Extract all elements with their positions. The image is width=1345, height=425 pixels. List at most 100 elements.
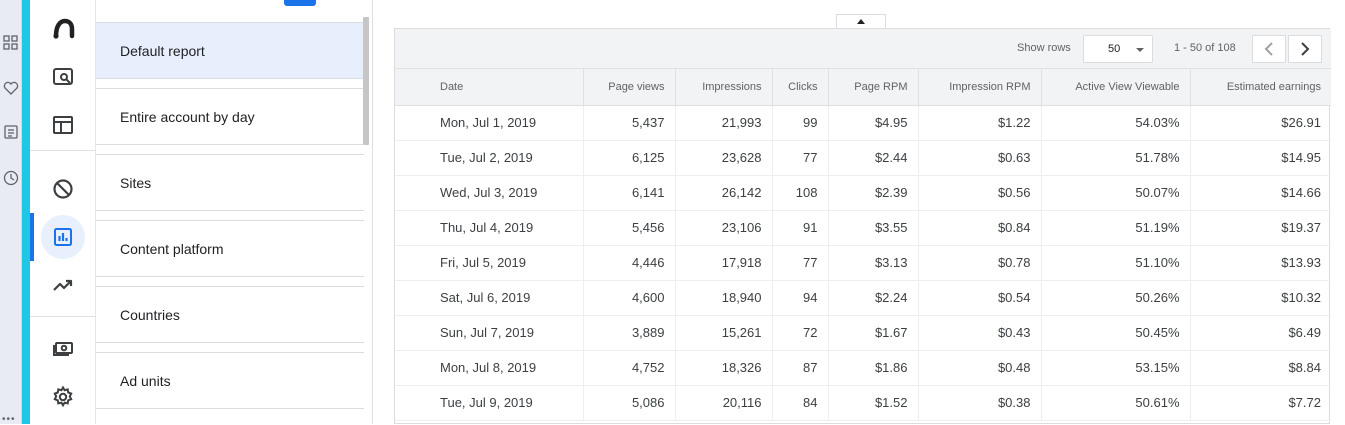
table-row[interactable]: Fri, Jul 5, 2019 4,446 17,918 77 $3.13 $0.78 5… <box>395 245 1331 281</box>
cell-page-views: 5,456 <box>583 210 676 246</box>
cell-estimated-earnings: $26.91 <box>1190 105 1331 141</box>
column-header-page-views[interactable]: Page views <box>583 69 676 106</box>
earnings-table: Date Page views Impressions Clicks Page … <box>395 69 1331 421</box>
column-header-active-view-viewable[interactable]: Active View Viewable <box>1041 69 1191 106</box>
optimization-trending-icon[interactable] <box>45 267 81 303</box>
report-item-sites[interactable]: Sites <box>96 154 364 211</box>
cell-estimated-earnings: $7.72 <box>1190 385 1331 421</box>
document-icon[interactable] <box>2 123 20 141</box>
payments-icon[interactable] <box>45 330 81 366</box>
report-item-default[interactable]: Default report <box>96 22 364 79</box>
column-header-estimated-earnings[interactable]: Estimated earnings <box>1190 69 1331 106</box>
cell-impression-rpm: $0.56 <box>918 175 1042 211</box>
adsense-logo-icon[interactable] <box>45 11 81 47</box>
cell-estimated-earnings: $8.84 <box>1190 350 1331 386</box>
active-nav-indicator <box>30 213 34 261</box>
table-body: Mon, Jul 1, 2019 5,437 21,993 99 $4.95 $1.22 5… <box>395 105 1331 421</box>
cell-page-views: 4,446 <box>583 245 676 281</box>
table-toolbar: Show rows 50 1 - 50 of 108 <box>395 29 1331 69</box>
settings-gear-icon[interactable] <box>45 379 81 415</box>
cell-date: Mon, Jul 1, 2019 <box>395 105 584 141</box>
cell-impression-rpm: $0.78 <box>918 245 1042 281</box>
column-header-impression-rpm[interactable]: Impression RPM <box>918 69 1042 106</box>
search-reports-icon[interactable] <box>45 59 81 95</box>
blocking-controls-icon[interactable] <box>45 171 81 207</box>
table-row[interactable]: Wed, Jul 3, 2019 6,141 26,142 108 $2.39 $0.56… <box>395 175 1331 211</box>
cell-clicks: 108 <box>772 175 829 211</box>
cell-date: Thu, Jul 4, 2019 <box>395 210 584 246</box>
next-page-button[interactable] <box>1288 35 1322 63</box>
cell-impressions: 23,106 <box>675 210 773 246</box>
table-row[interactable]: Tue, Jul 9, 2019 5,086 20,116 84 $1.52 $0.38 5… <box>395 385 1331 421</box>
cell-clicks: 94 <box>772 280 829 316</box>
cell-clicks: 72 <box>772 315 829 351</box>
cell-impressions: 18,940 <box>675 280 773 316</box>
collapse-chart-button[interactable] <box>836 14 886 28</box>
cell-clicks: 99 <box>772 105 829 141</box>
nav-divider <box>30 150 96 151</box>
cell-impression-rpm: $0.43 <box>918 315 1042 351</box>
cell-page-views: 3,889 <box>583 315 676 351</box>
nav-divider <box>30 316 96 317</box>
cell-page-views: 5,437 <box>583 105 676 141</box>
previous-page-button[interactable] <box>1252 35 1286 63</box>
report-item-content-platform[interactable]: Content platform <box>96 220 364 277</box>
cell-impressions: 17,918 <box>675 245 773 281</box>
cell-estimated-earnings: $19.37 <box>1190 210 1331 246</box>
cell-impression-rpm: $0.63 <box>918 140 1042 176</box>
cell-active-view-viewable: 54.03% <box>1041 105 1191 141</box>
report-item-countries[interactable]: Countries <box>96 286 364 343</box>
caret-up-icon <box>857 19 865 24</box>
report-list-scrollbar[interactable] <box>363 17 369 145</box>
cell-estimated-earnings: $10.32 <box>1190 280 1331 316</box>
column-header-clicks[interactable]: Clicks <box>772 69 829 106</box>
cell-active-view-viewable: 50.61% <box>1041 385 1191 421</box>
cell-clicks: 87 <box>772 350 829 386</box>
report-table-card: Show rows 50 1 - 50 of 108 Date Page vie… <box>394 28 1331 424</box>
cell-impressions: 21,993 <box>675 105 773 141</box>
chevron-left-icon <box>1264 42 1273 56</box>
chevron-right-icon <box>1301 42 1310 56</box>
rows-per-page-select[interactable]: 50 <box>1083 35 1153 63</box>
report-item-ad-units[interactable]: Ad units <box>96 352 364 409</box>
table-row[interactable]: Tue, Jul 2, 2019 6,125 23,628 77 $2.44 $0.63 5… <box>395 140 1331 176</box>
table-row[interactable]: Sun, Jul 7, 2019 3,889 15,261 72 $1.67 $0.43 5… <box>395 315 1331 351</box>
cell-impressions: 26,142 <box>675 175 773 211</box>
column-header-page-rpm[interactable]: Page RPM <box>828 69 919 106</box>
report-item-entire-account-by-day[interactable]: Entire account by day <box>96 88 364 145</box>
table-row[interactable]: Mon, Jul 1, 2019 5,437 21,993 99 $4.95 $1.22 5… <box>395 105 1331 141</box>
cell-active-view-viewable: 51.10% <box>1041 245 1191 281</box>
sites-layout-icon[interactable] <box>45 107 81 143</box>
cell-clicks: 77 <box>772 245 829 281</box>
more-dots-icon[interactable]: ••• <box>2 414 16 425</box>
create-report-button[interactable] <box>284 0 316 6</box>
cell-date: Mon, Jul 8, 2019 <box>395 350 584 386</box>
cell-estimated-earnings: $14.66 <box>1190 175 1331 211</box>
show-rows-label: Show rows <box>1017 42 1071 54</box>
reports-icon[interactable] <box>41 215 85 259</box>
rows-per-page-value: 50 <box>1108 43 1121 55</box>
history-icon[interactable] <box>2 169 20 187</box>
cell-page-views: 6,125 <box>583 140 676 176</box>
cell-impression-rpm: $0.48 <box>918 350 1042 386</box>
cell-date: Tue, Jul 9, 2019 <box>395 385 584 421</box>
column-header-impressions[interactable]: Impressions <box>675 69 773 106</box>
table-row[interactable]: Sat, Jul 6, 2019 4,600 18,940 94 $2.24 $0.54 5… <box>395 280 1331 316</box>
cell-impressions: 18,326 <box>675 350 773 386</box>
heart-icon[interactable] <box>2 79 20 97</box>
table-row[interactable]: Mon, Jul 8, 2019 4,752 18,326 87 $1.86 $0.48 5… <box>395 350 1331 386</box>
cell-page-views: 5,086 <box>583 385 676 421</box>
cell-active-view-viewable: 53.15% <box>1041 350 1191 386</box>
table-row[interactable]: Thu, Jul 4, 2019 5,456 23,106 91 $3.55 $0.84 5… <box>395 210 1331 246</box>
cell-active-view-viewable: 50.07% <box>1041 175 1191 211</box>
cell-page-rpm: $2.39 <box>828 175 919 211</box>
cell-impression-rpm: $0.38 <box>918 385 1042 421</box>
cell-page-rpm: $4.95 <box>828 105 919 141</box>
outer-sidebar: ••• <box>0 0 22 425</box>
grid-icon[interactable] <box>2 34 20 52</box>
cell-date: Tue, Jul 2, 2019 <box>395 140 584 176</box>
cell-active-view-viewable: 50.45% <box>1041 315 1191 351</box>
cell-active-view-viewable: 51.78% <box>1041 140 1191 176</box>
cell-impression-rpm: $1.22 <box>918 105 1042 141</box>
column-header-date[interactable]: Date <box>395 69 584 106</box>
